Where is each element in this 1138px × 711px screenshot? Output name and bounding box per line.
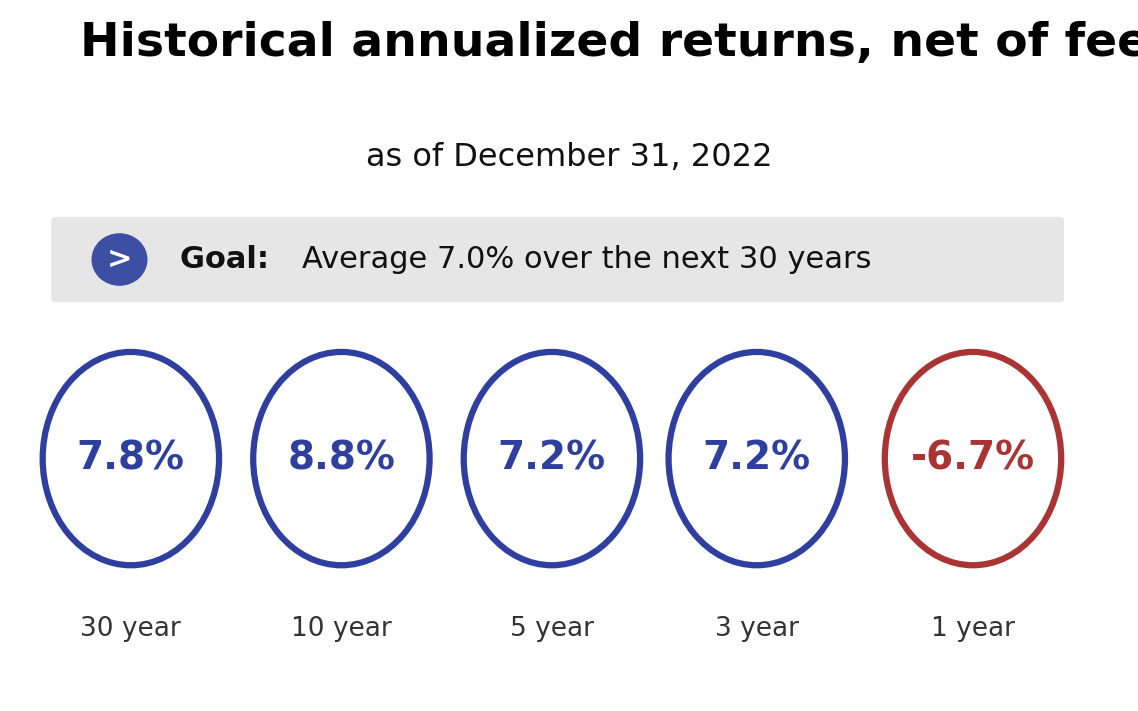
Text: 7.2%: 7.2%: [702, 439, 811, 478]
FancyBboxPatch shape: [51, 217, 1064, 302]
Text: 7.8%: 7.8%: [77, 439, 184, 478]
Ellipse shape: [92, 234, 147, 285]
Text: -6.7%: -6.7%: [910, 439, 1036, 478]
Text: as of December 31, 2022: as of December 31, 2022: [365, 142, 773, 173]
Text: Historical annualized returns, net of fees: Historical annualized returns, net of fe…: [80, 21, 1138, 66]
Ellipse shape: [253, 352, 429, 565]
Text: 8.8%: 8.8%: [288, 439, 395, 478]
Text: 7.2%: 7.2%: [497, 439, 607, 478]
Text: 1 year: 1 year: [931, 616, 1015, 642]
Text: >: >: [107, 245, 132, 274]
Text: 30 year: 30 year: [81, 616, 181, 642]
Text: 5 year: 5 year: [510, 616, 594, 642]
Text: Average 7.0% over the next 30 years: Average 7.0% over the next 30 years: [302, 245, 871, 274]
Ellipse shape: [43, 352, 218, 565]
Text: 3 year: 3 year: [715, 616, 799, 642]
Ellipse shape: [669, 352, 844, 565]
Text: 10 year: 10 year: [291, 616, 391, 642]
Text: Goal:: Goal:: [180, 245, 290, 274]
Ellipse shape: [885, 352, 1061, 565]
Ellipse shape: [463, 352, 640, 565]
